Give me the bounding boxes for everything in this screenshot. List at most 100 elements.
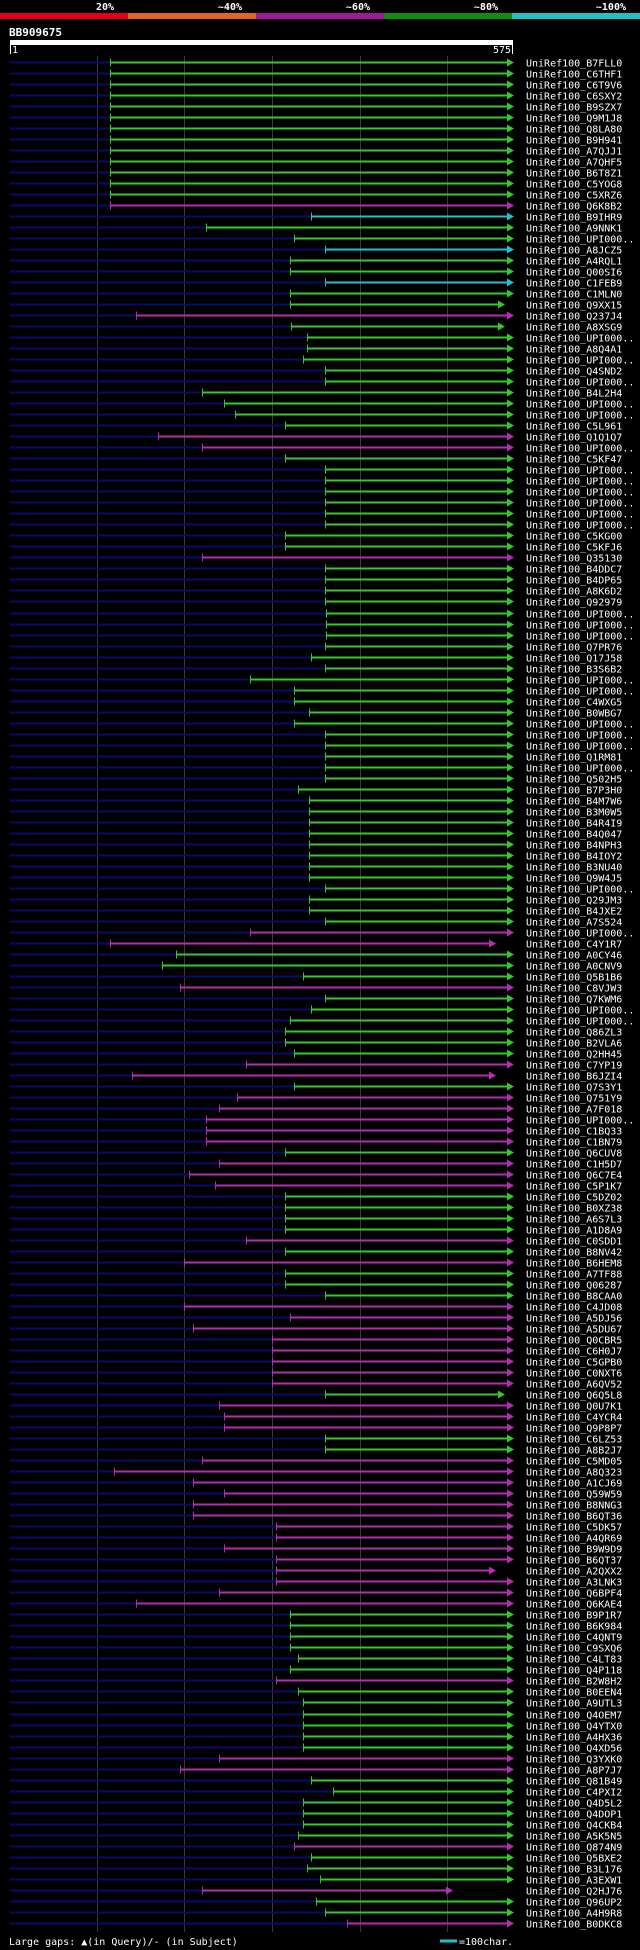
- hit-label: UniRef100_A3LNK3: [526, 1578, 622, 1589]
- hit-end-arrow: [507, 234, 514, 243]
- hit-label: UniRef100_Q35130: [526, 554, 622, 565]
- hit-row: UniRef100_UPI000..: [10, 686, 634, 698]
- hit-row: UniRef100_UPI000..: [10, 620, 634, 632]
- hit-end-arrow: [507, 1555, 514, 1564]
- hit-end-arrow: [507, 862, 514, 871]
- hit-end-arrow: [507, 1908, 514, 1917]
- hit-row: UniRef100_A8P7J7: [10, 1765, 622, 1777]
- hit-label: UniRef100_UPI000..: [526, 731, 634, 742]
- hit-row: UniRef100_B3L176: [10, 1864, 622, 1876]
- hit-row: UniRef100_Q9W4J5: [10, 873, 622, 885]
- hit-label: UniRef100_B2VLA6: [526, 1039, 622, 1050]
- hit-end-arrow: [489, 939, 496, 948]
- hit-end-arrow: [507, 1038, 514, 1047]
- hit-end-arrow: [507, 410, 514, 419]
- hit-end-arrow: [507, 697, 514, 706]
- hit-row: UniRef100_UPI000..: [10, 487, 634, 499]
- hit-end-arrow: [507, 1456, 514, 1465]
- hit-row: UniRef100_C6T9V6: [10, 80, 622, 92]
- hit-label: UniRef100_Q4SND2: [526, 367, 622, 378]
- hit-label: UniRef100_UPI000..: [526, 488, 634, 499]
- hit-label: UniRef100_C6THF1: [526, 70, 622, 81]
- hit-end-arrow: [507, 377, 514, 386]
- hit-row: UniRef100_Q237J4: [10, 311, 622, 323]
- identity-legend-bar: 20% ~40% ~60% ~80% ~100%: [0, 2, 640, 19]
- query-title: BB909675: [9, 26, 62, 39]
- hit-end-arrow: [507, 179, 514, 188]
- hit-end-arrow: [507, 1434, 514, 1443]
- hit-end-arrow: [507, 785, 514, 794]
- hit-label: UniRef100_Q81B49: [526, 1777, 622, 1788]
- hit-label: UniRef100_Q6Q5L8: [526, 1391, 622, 1402]
- hit-end-arrow: [507, 906, 514, 915]
- hit-row: UniRef100_UPI000..: [10, 377, 634, 389]
- hit-end-arrow: [498, 1390, 505, 1399]
- hit-row: UniRef100_A8B2J7: [10, 1445, 622, 1457]
- hit-row: UniRef100_B4R4I9: [10, 818, 622, 830]
- hit-end-arrow: [507, 542, 514, 551]
- hit-row: UniRef100_Q6Q5L8: [10, 1390, 622, 1402]
- hit-label: UniRef100_A7F018: [526, 1105, 622, 1116]
- hit-label: UniRef100_Q4D5L2: [526, 1799, 622, 1810]
- hit-label: UniRef100_B4Q047: [526, 830, 622, 841]
- hit-row: UniRef100_A3EXW1: [10, 1875, 622, 1887]
- hit-label: UniRef100_UPI000..: [526, 742, 634, 753]
- hit-row: UniRef100_B6HEM8: [10, 1258, 622, 1270]
- hit-row: UniRef100_Q5B1B6: [10, 972, 622, 984]
- hit-row: UniRef100_C4JD08: [10, 1302, 622, 1314]
- hit-row: UniRef100_Q96UP2: [10, 1897, 622, 1909]
- hit-end-arrow: [507, 1159, 514, 1168]
- hit-end-arrow: [507, 201, 514, 210]
- hit-label: UniRef100_B9IHR9: [526, 213, 622, 224]
- hit-label: UniRef100_B9W9D9: [526, 1545, 622, 1556]
- hit-row: UniRef100_C0NXT6: [10, 1368, 622, 1380]
- hit-row: UniRef100_B4NPH3: [10, 840, 622, 852]
- hit-end-arrow: [507, 1511, 514, 1520]
- hit-label: UniRef100_B4L2H4: [526, 389, 622, 400]
- hit-row: UniRef100_A0CNV9: [10, 961, 622, 973]
- hit-label: UniRef100_B6HEM8: [526, 1259, 622, 1270]
- hit-row: UniRef100_A1CJ69: [10, 1478, 622, 1490]
- hit-end-arrow: [507, 168, 514, 177]
- hit-end-arrow: [507, 509, 514, 518]
- hit-label: UniRef100_UPI000..: [526, 400, 634, 411]
- hit-label: UniRef100_C7YP19: [526, 1061, 622, 1072]
- hit-row: UniRef100_Q1Q1Q7: [10, 432, 622, 444]
- hit-row: UniRef100_C5DZ02: [10, 1192, 622, 1204]
- hit-end-arrow: [507, 91, 514, 100]
- hit-row: UniRef100_C5XRZ6: [10, 190, 622, 202]
- hit-end-arrow: [507, 1379, 514, 1388]
- hit-label: UniRef100_Q7S3Y1: [526, 1083, 622, 1094]
- hit-end-arrow: [507, 1500, 514, 1509]
- hit-label: UniRef100_B9H941: [526, 136, 622, 147]
- hit-label: UniRef100_Q0U7K1: [526, 1402, 622, 1413]
- hit-row: UniRef100_A8JCZ5: [10, 245, 622, 257]
- hit-end-arrow: [507, 851, 514, 860]
- hit-label: UniRef100_UPI000..: [526, 521, 634, 532]
- hit-row: UniRef100_B4Q047: [10, 829, 622, 841]
- hit-label: UniRef100_Q4OEM7: [526, 1711, 622, 1722]
- hit-end-arrow: [507, 1853, 514, 1862]
- hit-row: UniRef100_C4LT83: [10, 1654, 622, 1666]
- hit-end-arrow: [507, 994, 514, 1003]
- hit-end-arrow: [507, 1412, 514, 1421]
- hit-label: UniRef100_Q0CBR5: [526, 1336, 622, 1347]
- hit-row: UniRef100_C1BQ33: [10, 1126, 622, 1138]
- hit-row: UniRef100_B7P3H0: [10, 785, 622, 797]
- hit-end-arrow: [507, 1423, 514, 1432]
- hit-row: UniRef100_UPI000..: [10, 928, 634, 940]
- hit-row: UniRef100_A8Q323: [10, 1467, 622, 1479]
- hit-end-arrow: [507, 1181, 514, 1190]
- hit-row: UniRef100_B4JXE2: [10, 906, 622, 918]
- hit-row: UniRef100_Q29JM3: [10, 895, 622, 907]
- hit-end-arrow: [507, 752, 514, 761]
- hit-end-arrow: [507, 1721, 514, 1730]
- hit-row: UniRef100_Q92979: [10, 597, 622, 609]
- hit-end-arrow: [507, 873, 514, 882]
- hit-row: UniRef100_UPI000..: [10, 741, 634, 753]
- hit-label: UniRef100_A8XSG9: [526, 323, 622, 334]
- hit-row: UniRef100_UPI000..: [10, 1115, 634, 1127]
- hit-label: UniRef100_Q2HJ76: [526, 1887, 622, 1898]
- hit-row: UniRef100_C1MLN0: [10, 289, 622, 301]
- hit-end-arrow: [507, 1798, 514, 1807]
